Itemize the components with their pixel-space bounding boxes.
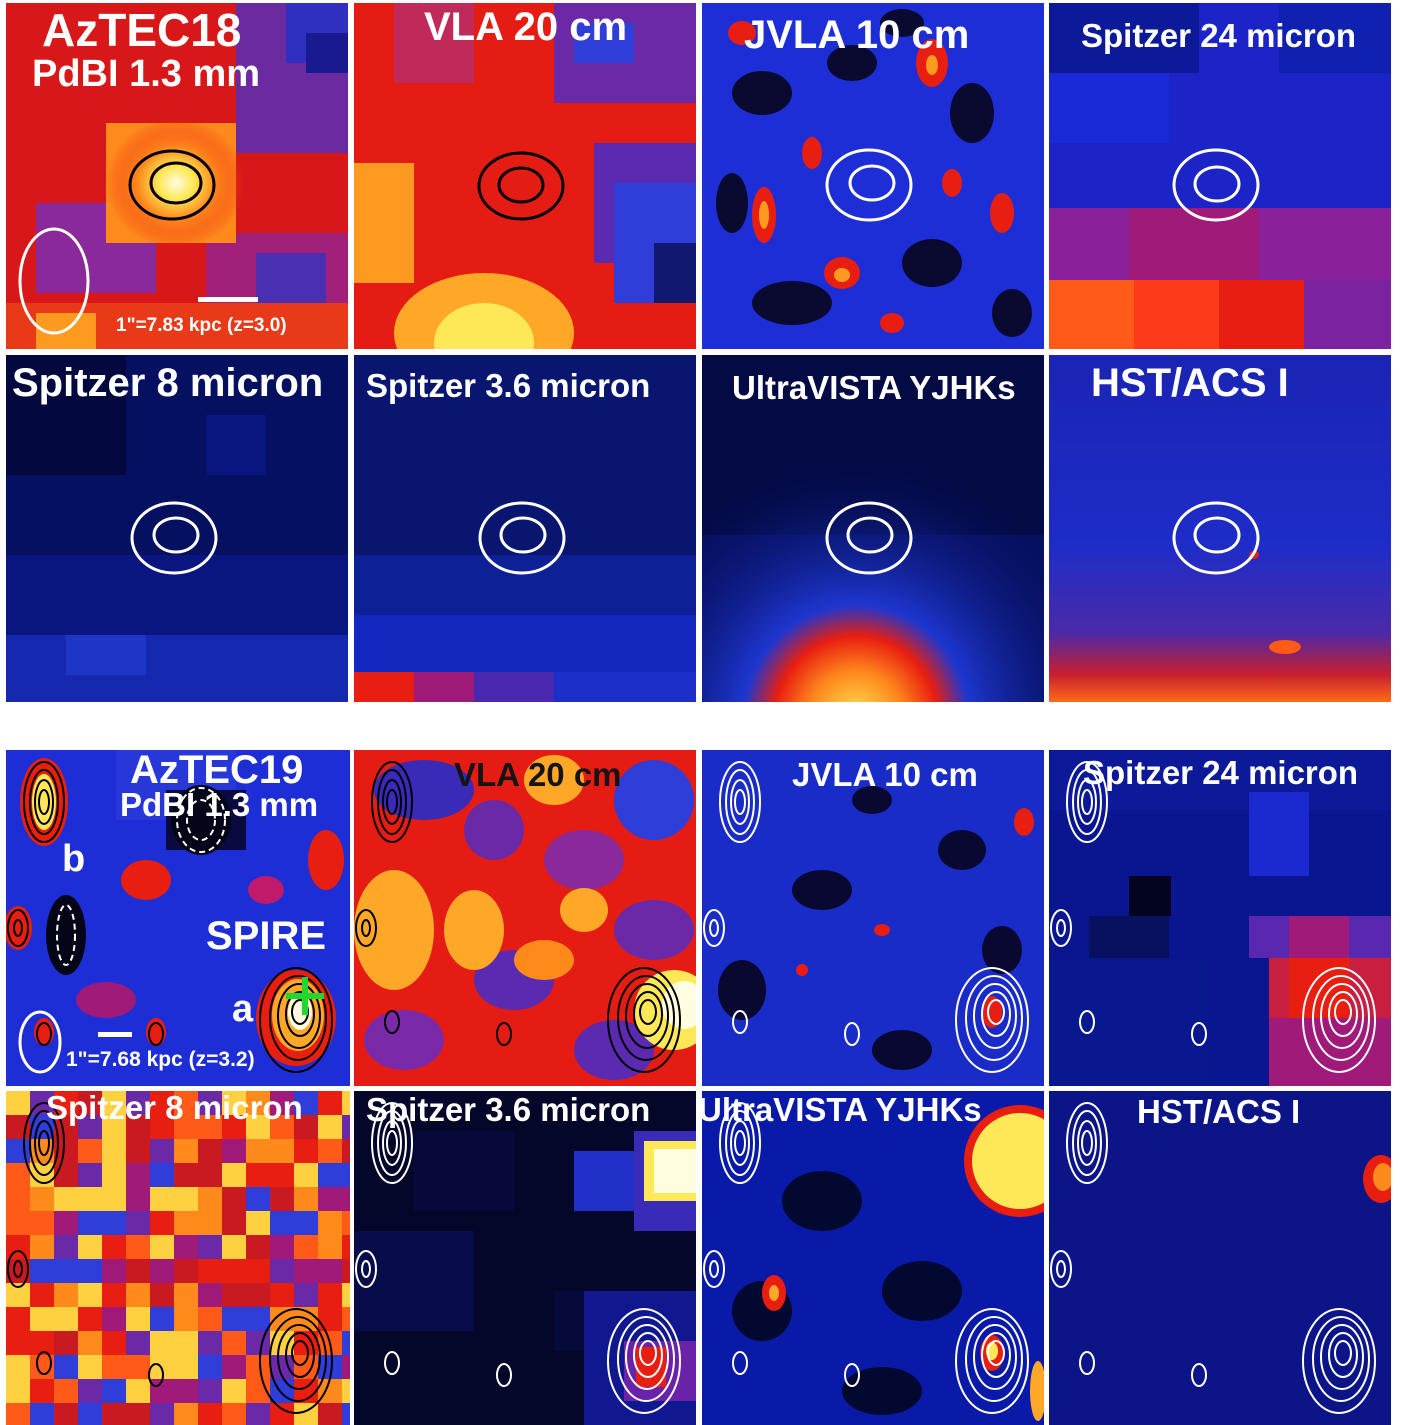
scale-bar (198, 297, 258, 302)
panel-aztec19-vla20: VLA 20 cm (354, 750, 696, 1086)
panel-title: VLA 20 cm (454, 756, 622, 793)
spitzer24-map-image (1049, 750, 1391, 1086)
spitzer24-map-image (1049, 3, 1391, 349)
scale-bar (98, 1032, 132, 1037)
source-subtitle: PdBI 1.3 mm (32, 53, 261, 95)
spitzer36-map-image (354, 355, 696, 702)
contours (355, 761, 681, 1073)
panel-aztec19-ultravista: UltraVISTA YJHKs (702, 1091, 1044, 1425)
panel-aztec19-jvla10: JVLA 10 cm (702, 750, 1044, 1086)
contours (477, 151, 565, 221)
pdbi-map-image (6, 3, 348, 349)
marker-b-label: b (62, 838, 86, 880)
pdbi-map-image (6, 750, 350, 1086)
vla20-map-image (354, 3, 696, 349)
spire-cross-marker (286, 977, 324, 1015)
panel-aztec19-hst: HST/ACS I (1049, 1091, 1391, 1425)
contours (7, 1102, 333, 1414)
panel-aztec18-ultravista: UltraVISTA YJHKs (702, 355, 1044, 702)
jvla10-map-image (702, 3, 1044, 349)
ultravista-map-image (702, 355, 1044, 702)
panel-title: HST/ACS I (1137, 1093, 1301, 1130)
marker-a-label: a (232, 988, 254, 1030)
panel-title: VLA 20 cm (424, 5, 628, 49)
contours-positive (7, 761, 333, 1073)
panel-title: Spitzer 24 micron (1083, 754, 1359, 791)
panel-aztec18-spitzer8: Spitzer 8 micron (6, 355, 348, 702)
contours-negative (56, 787, 226, 966)
panel-aztec18-spitzer36: Spitzer 3.6 micron (354, 355, 696, 702)
vla20-map-image (354, 750, 696, 1086)
panel-title: Spitzer 8 micron (12, 361, 324, 405)
spitzer36-map-image (354, 1091, 696, 1425)
spire-label: SPIRE (206, 914, 327, 958)
panel-aztec19-spitzer8: Spitzer 8 micron (6, 1091, 350, 1425)
source-subtitle: PdBI 1.3 mm (120, 786, 319, 823)
panel-aztec19-pdbi: AzTEC19 PdBI 1.3 mm b SPIRE a 1"=7.68 kp… (6, 750, 350, 1086)
beam-ellipse (18, 1010, 62, 1074)
jvla10-map-image (702, 750, 1044, 1086)
beam-ellipse (18, 227, 90, 335)
panel-aztec18-pdbi: AzTEC18 PdBI 1.3 mm 1"=7.83 kpc (z=3.0) (6, 3, 348, 349)
panel-aztec19-spitzer24: Spitzer 24 micron (1049, 750, 1391, 1086)
contours (355, 1102, 681, 1414)
panel-title: HST/ACS I (1091, 361, 1289, 405)
contours (825, 501, 913, 575)
contours (1172, 148, 1260, 222)
scale-label: 1"=7.83 kpc (z=3.0) (116, 315, 287, 336)
panel-aztec18-spitzer24: Spitzer 24 micron (1049, 3, 1391, 349)
contours (825, 148, 913, 222)
scale-label: 1"=7.68 kpc (z=3.2) (66, 1048, 255, 1071)
contours (703, 1102, 1029, 1414)
ultravista-map-image (702, 1091, 1044, 1425)
panel-title: Spitzer 3.6 micron (366, 1091, 651, 1128)
contours (1050, 1102, 1376, 1414)
panel-title: Spitzer 3.6 micron (366, 367, 651, 404)
contours (478, 501, 566, 575)
hst-map-image (1049, 1091, 1391, 1425)
contours (128, 149, 216, 221)
panel-title: UltraVISTA YJHKs (702, 1091, 982, 1128)
contours (130, 501, 218, 575)
source-title: AzTEC19 (130, 750, 304, 792)
contours (1172, 501, 1260, 575)
panel-aztec18-hst: HST/ACS I (1049, 355, 1391, 702)
panel-title: Spitzer 24 micron (1081, 17, 1357, 54)
contours (703, 761, 1029, 1073)
panel-title: Spitzer 8 micron (46, 1091, 303, 1126)
panel-title: JVLA 10 cm (792, 756, 978, 793)
panel-title: JVLA 10 cm (744, 13, 970, 57)
panel-title: UltraVISTA YJHKs (732, 369, 1016, 406)
panel-aztec18-vla20: VLA 20 cm (354, 3, 696, 349)
spitzer8-map-image (6, 1091, 350, 1425)
panel-aztec18-jvla10: JVLA 10 cm (702, 3, 1044, 349)
hst-map-image (1049, 355, 1391, 702)
source-title: AzTEC18 (42, 4, 242, 56)
panel-aztec19-spitzer36: Spitzer 3.6 micron (354, 1091, 696, 1425)
contours (1050, 761, 1376, 1073)
spitzer8-map-image (6, 355, 348, 702)
